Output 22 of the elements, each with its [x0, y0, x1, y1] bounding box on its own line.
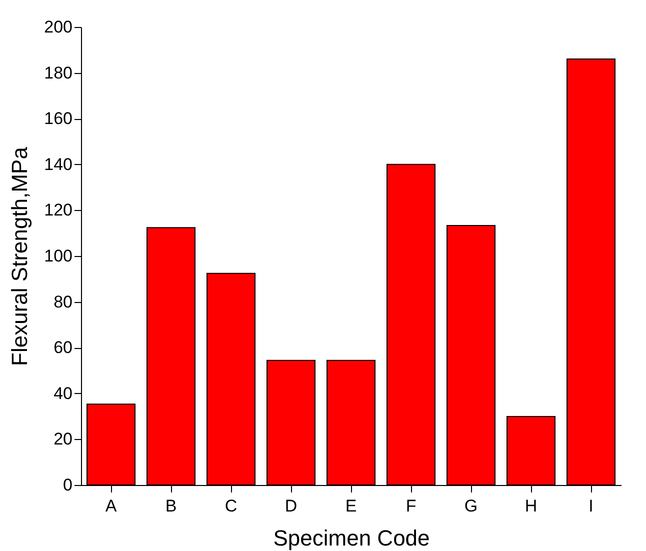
y-tick-label: 140 — [44, 154, 72, 174]
x-tick-label: I — [588, 496, 594, 516]
y-tick-label: 20 — [54, 430, 72, 449]
x-tick-label: A — [105, 496, 118, 516]
y-tick-label: 160 — [44, 109, 72, 128]
y-tick-label: 60 — [54, 338, 72, 358]
y-tick-label: 200 — [44, 18, 72, 36]
y-axis-title: Flexural Strength,MPa — [7, 146, 32, 366]
x-tick-label: E — [345, 496, 357, 516]
x-axis-title: Specimen Code — [273, 526, 430, 550]
x-tick-label: F — [406, 496, 416, 516]
y-tick-label: 100 — [44, 246, 72, 266]
y-tick-label: 80 — [54, 292, 72, 312]
x-tick-label: D — [284, 496, 298, 516]
y-tick-label: 40 — [54, 384, 72, 403]
y-tick-label: 0 — [63, 476, 72, 494]
y-tick-label: 180 — [44, 63, 72, 82]
x-tick-label: C — [224, 496, 238, 516]
x-tick-label: G — [464, 496, 478, 516]
y-tick-label: 120 — [44, 200, 72, 220]
x-tick-label: H — [524, 496, 538, 516]
x-tick-label: B — [165, 496, 177, 516]
